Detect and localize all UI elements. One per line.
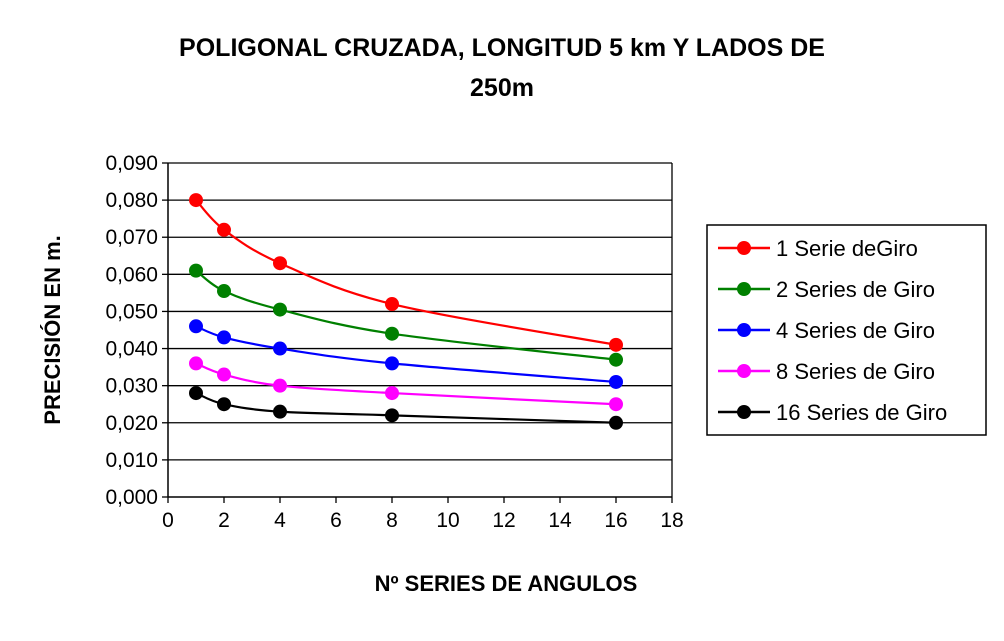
gridlines xyxy=(168,162,672,461)
legend-marker xyxy=(737,241,751,255)
x-tick-labels: 0 2 4 6 8 10 12 14 16 18 xyxy=(162,497,684,532)
axes xyxy=(167,163,673,498)
y-tick-label: 0,040 xyxy=(105,338,158,361)
x-tick-label: 2 xyxy=(218,509,230,532)
x-tick-label: 8 xyxy=(386,509,398,532)
data-point-series-3 xyxy=(217,330,231,345)
data-point-series-4 xyxy=(189,356,203,371)
y-tick-label: 0,000 xyxy=(105,486,158,509)
data-point-series-1 xyxy=(273,256,287,271)
data-point-series-5 xyxy=(189,386,203,401)
y-tick-label: 0,080 xyxy=(105,189,158,212)
data-point-series-5 xyxy=(385,408,399,423)
data-point-series-3 xyxy=(385,356,399,371)
data-point-series-4 xyxy=(217,367,231,382)
x-tick-label: 12 xyxy=(492,509,515,532)
legend-label: 8 Series de Giro xyxy=(776,359,935,384)
data-point-series-4 xyxy=(273,378,287,393)
legend-label: 1 Serie deGiro xyxy=(776,236,918,261)
data-point-series-2 xyxy=(273,302,287,317)
x-tick-label: 0 xyxy=(162,509,174,532)
data-point-series-1 xyxy=(189,193,203,208)
x-axis-label: Nº SERIES DE ANGULOS xyxy=(375,571,638,596)
legend-marker xyxy=(737,323,751,337)
y-tick-labels: 0,000 0,010 0,020 0,030 0,040 0,050 0,060 0,070… xyxy=(105,152,168,509)
legend-marker xyxy=(737,282,751,296)
data-point-series-3 xyxy=(273,341,287,356)
data-point-series-5 xyxy=(273,404,287,419)
legend: 1 Serie deGiro 2 Series de Giro 4 Series d… xyxy=(706,224,987,436)
data-point-series-4 xyxy=(385,386,399,401)
data-point-series-5 xyxy=(217,397,231,412)
legend-label: 4 Series de Giro xyxy=(776,318,935,343)
data-point-series-2 xyxy=(385,326,399,341)
data-point-series-2 xyxy=(217,284,231,299)
x-tick-label: 14 xyxy=(548,509,572,532)
plot-area xyxy=(168,163,672,497)
data-point-series-1 xyxy=(217,222,231,237)
series-points xyxy=(189,193,623,430)
x-tick-label: 6 xyxy=(330,509,342,532)
chart-title-line-2: 250m xyxy=(470,74,534,102)
y-tick-label: 0,050 xyxy=(105,300,158,323)
y-tick-label: 0,090 xyxy=(105,152,158,175)
y-tick-label: 0,070 xyxy=(105,226,158,249)
data-point-series-3 xyxy=(609,374,623,389)
x-tick-label: 16 xyxy=(604,509,627,532)
y-tick-label: 0,010 xyxy=(105,449,158,472)
legend-label: 2 Series de Giro xyxy=(776,277,935,302)
y-tick-label: 0,020 xyxy=(105,412,158,435)
y-tick-label: 0,030 xyxy=(105,375,158,398)
data-point-series-5 xyxy=(609,415,623,430)
data-point-series-3 xyxy=(189,319,203,334)
y-axis-label: PRECISIÓN EN m. xyxy=(40,235,65,424)
x-tick-label: 10 xyxy=(436,509,459,532)
data-point-series-2 xyxy=(609,352,623,367)
legend-label: 16 Series de Giro xyxy=(776,400,947,425)
x-tick-label: 4 xyxy=(274,509,286,532)
data-point-series-2 xyxy=(189,263,203,278)
data-point-series-1 xyxy=(609,337,623,352)
y-tick-label: 0,060 xyxy=(105,263,158,286)
legend-marker xyxy=(737,364,751,378)
chart-title-line-1: POLIGONAL CRUZADA, LONGITUD 5 km Y LADOS… xyxy=(179,34,825,62)
legend-marker xyxy=(737,405,751,419)
plot-area-fill xyxy=(168,163,672,497)
x-tick-label: 18 xyxy=(660,509,683,532)
data-point-series-4 xyxy=(609,397,623,412)
data-point-series-1 xyxy=(385,297,399,312)
